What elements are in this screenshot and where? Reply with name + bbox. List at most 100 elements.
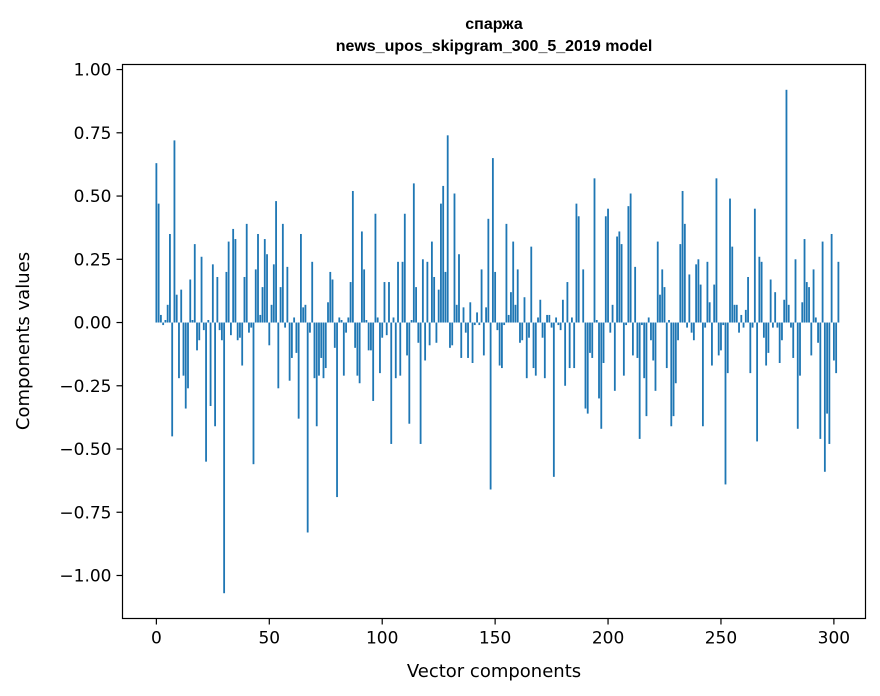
- bar: [805, 282, 808, 323]
- y-axis: −1.00 −0.75 −0.50 −0.25 0.00 0.25 0.50 0.75 1.00: [59, 61, 123, 586]
- bar: [819, 322, 822, 439]
- bar: [171, 322, 174, 437]
- bar: [595, 320, 598, 323]
- bar: [385, 322, 388, 336]
- bar: [584, 322, 587, 409]
- bar: [485, 307, 487, 323]
- bar: [812, 269, 815, 323]
- bar: [363, 269, 366, 323]
- bar: [674, 322, 677, 384]
- x-tick-label: 300: [818, 629, 850, 649]
- bar: [254, 269, 257, 323]
- bar: [184, 322, 187, 409]
- bar: [451, 322, 454, 346]
- bar: [575, 203, 578, 323]
- bar: [433, 276, 436, 323]
- bar: [223, 322, 226, 594]
- bar: [358, 322, 361, 384]
- bar: [214, 322, 216, 427]
- bar: [471, 322, 474, 363]
- bar: [692, 322, 695, 341]
- bar: [428, 322, 431, 346]
- bar: [259, 314, 262, 323]
- bar: [602, 322, 605, 363]
- bar: [209, 322, 212, 407]
- bar: [532, 322, 535, 369]
- bar: [559, 322, 562, 331]
- bar: [155, 163, 158, 323]
- bar: [491, 158, 494, 323]
- bar: [790, 322, 792, 328]
- bar: [627, 206, 630, 323]
- bar: [309, 322, 311, 333]
- bar: [722, 322, 725, 326]
- bar: [550, 322, 553, 328]
- bar: [593, 178, 596, 323]
- bar: [236, 322, 239, 341]
- bar: [826, 322, 829, 414]
- bar: [837, 261, 840, 323]
- bar: [620, 244, 623, 323]
- bar: [169, 233, 171, 323]
- bar: [604, 216, 607, 323]
- bar: [647, 317, 650, 323]
- bar: [444, 271, 447, 323]
- bar: [234, 239, 237, 323]
- bar: [338, 317, 341, 323]
- bar: [322, 322, 325, 379]
- bar: [729, 198, 731, 323]
- bar: [740, 314, 743, 323]
- bar: [828, 322, 831, 444]
- bar: [512, 241, 515, 323]
- bar: [383, 282, 386, 323]
- bar: [304, 304, 307, 323]
- bar: [478, 322, 481, 326]
- bar: [193, 244, 196, 323]
- bar: [832, 322, 835, 361]
- bar: [586, 322, 589, 414]
- bar: [616, 236, 618, 323]
- chart-title: спаржа: [465, 16, 523, 33]
- bar: [749, 322, 752, 374]
- bar: [796, 322, 799, 429]
- bar: [543, 322, 546, 379]
- bar: [284, 322, 287, 328]
- x-tick-label: 200: [592, 629, 624, 649]
- bar: [772, 322, 774, 328]
- y-tick-label: 0.25: [74, 250, 112, 270]
- y-tick-label: −0.75: [59, 503, 111, 523]
- bar: [742, 322, 745, 328]
- bar: [756, 322, 759, 442]
- bar: [591, 322, 594, 358]
- bar: [297, 322, 300, 419]
- bar: [216, 276, 219, 323]
- bar: [598, 322, 600, 399]
- bar: [187, 322, 189, 389]
- x-tick-label: 0: [151, 629, 162, 649]
- bar: [670, 322, 673, 427]
- bar: [785, 89, 788, 323]
- bar: [494, 271, 497, 323]
- bar: [561, 299, 564, 323]
- bar: [679, 244, 682, 323]
- x-tick-label: 150: [479, 629, 511, 649]
- x-tick-label: 100: [366, 629, 398, 649]
- chart-subtitle: news_upos_skipgram_300_5_2019 model: [336, 38, 653, 55]
- bar: [340, 320, 343, 323]
- bar: [446, 135, 449, 323]
- bar: [476, 312, 478, 323]
- bar: [672, 322, 675, 417]
- bar: [327, 302, 329, 323]
- bar: [406, 322, 408, 356]
- bar: [654, 322, 657, 391]
- bar: [182, 322, 185, 376]
- bar: [769, 279, 772, 323]
- bar: [523, 297, 526, 323]
- bar: [528, 322, 530, 338]
- bar: [200, 256, 203, 323]
- bar: [467, 322, 469, 358]
- bar: [252, 322, 255, 465]
- bar: [412, 183, 415, 323]
- bar: [313, 322, 316, 379]
